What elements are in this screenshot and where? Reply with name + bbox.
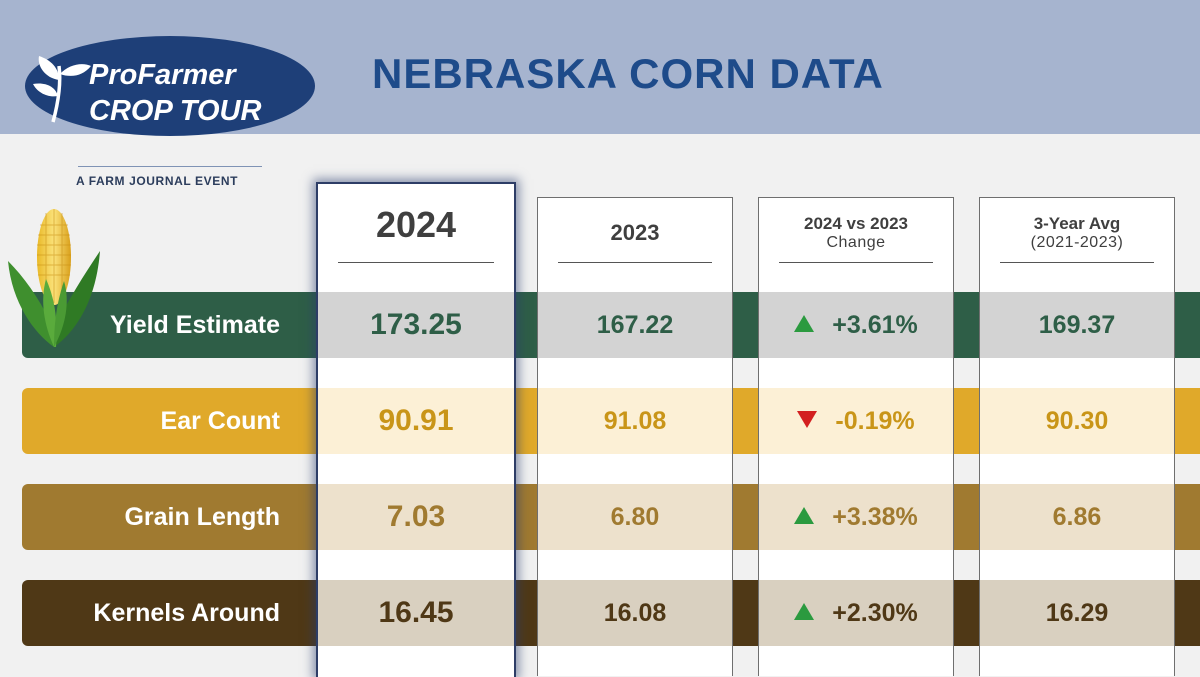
cell-2024-kernels-around: 16.45 [318,580,514,646]
up-arrow-icon [794,314,815,332]
cell-2023-yield-estimate: 167.22 [538,292,732,358]
cell-2024-grain-length: 7.03 [318,484,514,550]
column-subheader-change: Change [826,234,886,251]
column-header-rule [779,262,933,263]
column-change: 2024 vs 2023 Change +3.61% -0.19% +3.38%… [758,197,954,676]
cell-avg-yield-estimate: 169.37 [980,292,1174,358]
cell-2024-yield-estimate: 173.25 [318,292,514,358]
column-2024: 2024 173.25 90.91 7.03 16.45 [316,182,516,677]
column-header-rule [338,262,494,263]
corn-cob-icon [8,209,100,347]
svg-text:ProFarmer: ProFarmer [89,59,237,91]
cell-avg-kernels-around: 16.29 [980,580,1174,646]
cell-2023-grain-length: 6.80 [538,484,732,550]
svg-text:CROP TOUR: CROP TOUR [89,95,261,127]
row-label-ear-count: Ear Count [160,407,280,435]
pro-farmer-crop-tour-logo: ProFarmer CROP TOUR [25,36,315,136]
cell-change-ear-count: -0.19% [759,388,953,454]
column-header-2023: 2023 [610,220,660,245]
up-arrow-icon [794,506,815,524]
tagline: A FARM JOURNAL EVENT [76,174,239,188]
cell-change-yield-estimate: +3.61% [759,292,953,358]
down-arrow-icon [797,410,818,428]
up-arrow-icon [794,602,815,620]
column-header-2024: 2024 [375,204,457,245]
column-3-year-avg: 3-Year Avg (2021-2023) 169.37 90.30 6.86… [979,197,1175,676]
page-title: NEBRASKA CORN DATA [372,50,884,97]
cell-2023-ear-count: 91.08 [538,388,732,454]
column-header-rule [558,262,712,263]
column-header-change: 2024 vs 2023 [804,214,908,233]
cell-change-kernels-around: +2.30% [759,580,953,646]
row-label-kernels-around: Kernels Around [93,599,280,627]
row-label-yield-estimate: Yield Estimate [110,311,280,339]
cell-2023-kernels-around: 16.08 [538,580,732,646]
cell-avg-ear-count: 90.30 [980,388,1174,454]
column-subheader-3-year-avg: (2021-2023) [1030,234,1124,251]
column-2023: 2023 167.22 91.08 6.80 16.08 [537,197,733,676]
logo-divider [78,166,262,167]
column-header-3-year-avg: 3-Year Avg [1033,214,1121,233]
cell-avg-grain-length: 6.86 [980,484,1174,550]
row-label-grain-length: Grain Length [124,503,280,531]
cell-change-grain-length: +3.38% [759,484,953,550]
cell-2024-ear-count: 90.91 [318,388,514,454]
column-header-rule [1000,262,1154,263]
